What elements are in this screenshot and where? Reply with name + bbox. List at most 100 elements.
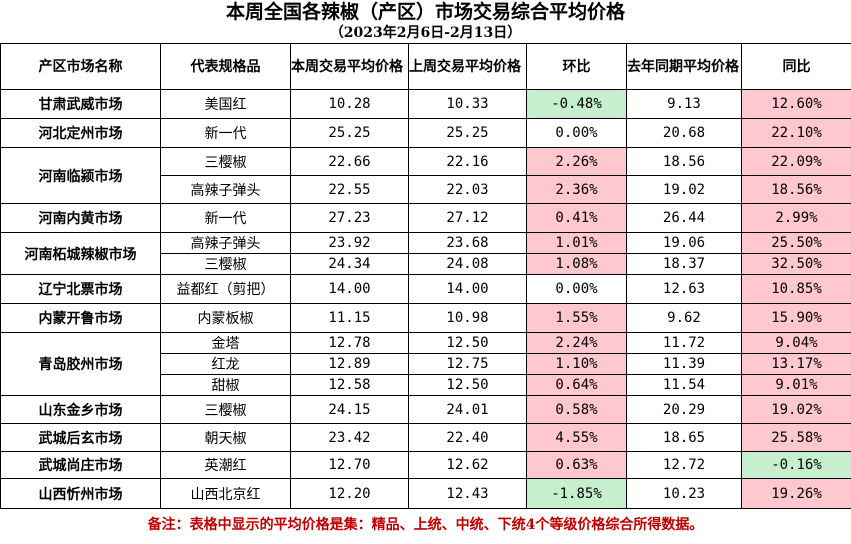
- last-year-cell: 9.13: [626, 89, 742, 119]
- last-week-cell: 12.50: [408, 374, 527, 396]
- table-row: 武城尚庄市场 英潮红 12.70 12.62 0.63% 12.72 -0.16…: [0, 451, 851, 479]
- market-cell: 河南内黄市场: [0, 203, 161, 233]
- this-week-cell: 27.23: [290, 203, 409, 233]
- mom-cell: 0.58%: [526, 395, 627, 424]
- last-week-cell: 23.68: [408, 232, 527, 254]
- last-year-cell: 18.65: [626, 423, 742, 452]
- variety-cell: 内蒙板椒: [160, 303, 291, 333]
- mom-cell: 0.64%: [526, 374, 627, 396]
- last-week-cell: 22.40: [408, 423, 527, 452]
- last-year-cell: 18.37: [626, 253, 742, 275]
- this-week-cell: 22.66: [290, 147, 409, 176]
- header-mom: 环比: [526, 43, 627, 90]
- yoy-cell: 22.10%: [741, 118, 851, 148]
- market-cell: 山东金乡市场: [0, 395, 161, 424]
- last-year-cell: 12.63: [626, 274, 742, 304]
- last-week-cell: 10.98: [408, 303, 527, 333]
- header-yoy: 同比: [741, 43, 851, 90]
- last-week-cell: 10.33: [408, 89, 527, 119]
- table-row: 甘肃武威市场 美国红 10.28 10.33 -0.48% 9.13 12.60…: [0, 89, 851, 119]
- last-year-cell: 18.56: [626, 147, 742, 176]
- mom-cell: 1.10%: [526, 353, 627, 375]
- table-row: 三樱椒 24.34 24.08 1.08% 18.37 32.50%: [1, 253, 851, 275]
- market-cell: 山西忻州市场: [0, 478, 161, 509]
- market-cell: 内蒙开鲁市场: [0, 303, 161, 333]
- table-row: 辽宁北票市场 益都红（剪把） 14.00 14.00 0.00% 12.63 1…: [0, 274, 851, 304]
- variety-cell: 新一代: [160, 203, 291, 233]
- variety-cell: 红龙: [160, 353, 291, 375]
- mom-cell: 1.01%: [526, 232, 627, 254]
- last-year-cell: 19.02: [626, 175, 742, 204]
- market-cell: 辽宁北票市场: [0, 274, 161, 304]
- variety-cell: 英潮红: [160, 451, 291, 479]
- yoy-cell: 25.58%: [741, 423, 851, 452]
- market-cell: 青岛胶州市场: [0, 332, 161, 396]
- last-week-cell: 12.50: [408, 332, 527, 354]
- yoy-cell: 25.50%: [741, 232, 851, 254]
- variety-cell: 朝天椒: [160, 423, 291, 452]
- header-last-week: 上周交易平均价格（元: [408, 43, 527, 90]
- market-cell: 河南柘城辣椒市场: [0, 232, 161, 275]
- yoy-cell: 15.90%: [741, 303, 851, 333]
- this-week-cell: 12.70: [290, 451, 409, 479]
- this-week-cell: 24.34: [290, 253, 409, 275]
- this-week-cell: 23.92: [290, 232, 409, 254]
- market-cell: 武城尚庄市场: [0, 451, 161, 479]
- table-row: 山西忻州市场 山西北京红 12.20 12.43 -1.85% 10.23 19…: [0, 478, 851, 509]
- yoy-cell: 10.85%: [741, 274, 851, 304]
- mom-cell: -0.48%: [526, 89, 627, 119]
- last-year-cell: 11.39: [626, 353, 742, 375]
- last-week-cell: 22.03: [408, 175, 527, 204]
- this-week-cell: 23.42: [290, 423, 409, 452]
- page-title: 本周全国各辣椒（产区）市场交易综合平均价格: [225, 1, 625, 23]
- this-week-cell: 12.78: [290, 332, 409, 354]
- mom-cell: 1.08%: [526, 253, 627, 275]
- variety-cell: 三樱椒: [160, 253, 291, 275]
- variety-cell: 高辣子弹头: [160, 175, 291, 204]
- variety-cell: 新一代: [160, 118, 291, 148]
- last-year-cell: 10.23: [626, 478, 742, 509]
- mom-cell: 2.26%: [526, 147, 627, 176]
- variety-cell: 三樱椒: [160, 395, 291, 424]
- variety-cell: 美国红: [160, 89, 291, 119]
- table-row: 河南临颍市场 三樱椒 22.66 22.16 2.26% 18.56 22.09…: [0, 147, 851, 204]
- mom-cell: 4.55%: [526, 423, 627, 452]
- last-year-cell: 11.54: [626, 374, 742, 396]
- mom-cell: 0.00%: [526, 274, 627, 304]
- last-week-cell: 27.12: [408, 203, 527, 233]
- header-last-year: 去年同期平均价格（元: [626, 43, 742, 90]
- this-week-cell: 24.15: [290, 395, 409, 424]
- last-week-cell: 24.01: [408, 395, 527, 424]
- last-week-cell: 12.75: [408, 353, 527, 375]
- mom-cell: 0.41%: [526, 203, 627, 233]
- header-market: 产区市场名称: [0, 43, 161, 90]
- mom-cell: 0.63%: [526, 451, 627, 479]
- market-cell: 武城后玄市场: [0, 423, 161, 452]
- table-row: 青岛胶州市场 金塔 12.78 12.50 2.24% 11.72 9.04%: [0, 332, 851, 396]
- table-row: 甜椒 12.58 12.50 0.64% 11.54 9.01%: [1, 374, 851, 396]
- yoy-cell: 9.04%: [741, 332, 851, 354]
- table-row: 河南内黄市场 新一代 27.23 27.12 0.41% 26.44 2.99%: [0, 203, 851, 233]
- mom-cell: -1.85%: [526, 478, 627, 509]
- footnote: 备注：表格中显示的平均价格是集：精品、上统、中统、下统4个等级价格综合所得数据。: [147, 517, 704, 533]
- header-variety: 代表规格品: [160, 43, 291, 90]
- table-row: 山东金乡市场 三樱椒 24.15 24.01 0.58% 20.29 19.02…: [0, 395, 851, 424]
- price-table: 产区市场名称 代表规格品 本周交易平均价格（元 上周交易平均价格（元 环比 去年…: [0, 43, 851, 509]
- date-range-subtitle: （2023年2月6日-2月13日）: [329, 25, 522, 41]
- table-row: 河北定州市场 新一代 25.25 25.25 0.00% 20.68 22.10…: [0, 118, 851, 148]
- last-year-cell: 20.68: [626, 118, 742, 148]
- last-week-cell: 25.25: [408, 118, 527, 148]
- variety-cell: 高辣子弹头: [160, 232, 291, 254]
- last-week-cell: 24.08: [408, 253, 527, 275]
- this-week-cell: 25.25: [290, 118, 409, 148]
- market-cell: 河南临颍市场: [0, 147, 161, 204]
- yoy-cell: 22.09%: [741, 147, 851, 176]
- mom-cell: 2.36%: [526, 175, 627, 204]
- this-week-cell: 10.28: [290, 89, 409, 119]
- this-week-cell: 14.00: [290, 274, 409, 304]
- variety-cell: 益都红（剪把）: [160, 274, 291, 304]
- mom-cell: 0.00%: [526, 118, 627, 148]
- this-week-cell: 12.20: [290, 478, 409, 509]
- last-year-cell: 19.06: [626, 232, 742, 254]
- this-week-cell: 11.15: [290, 303, 409, 333]
